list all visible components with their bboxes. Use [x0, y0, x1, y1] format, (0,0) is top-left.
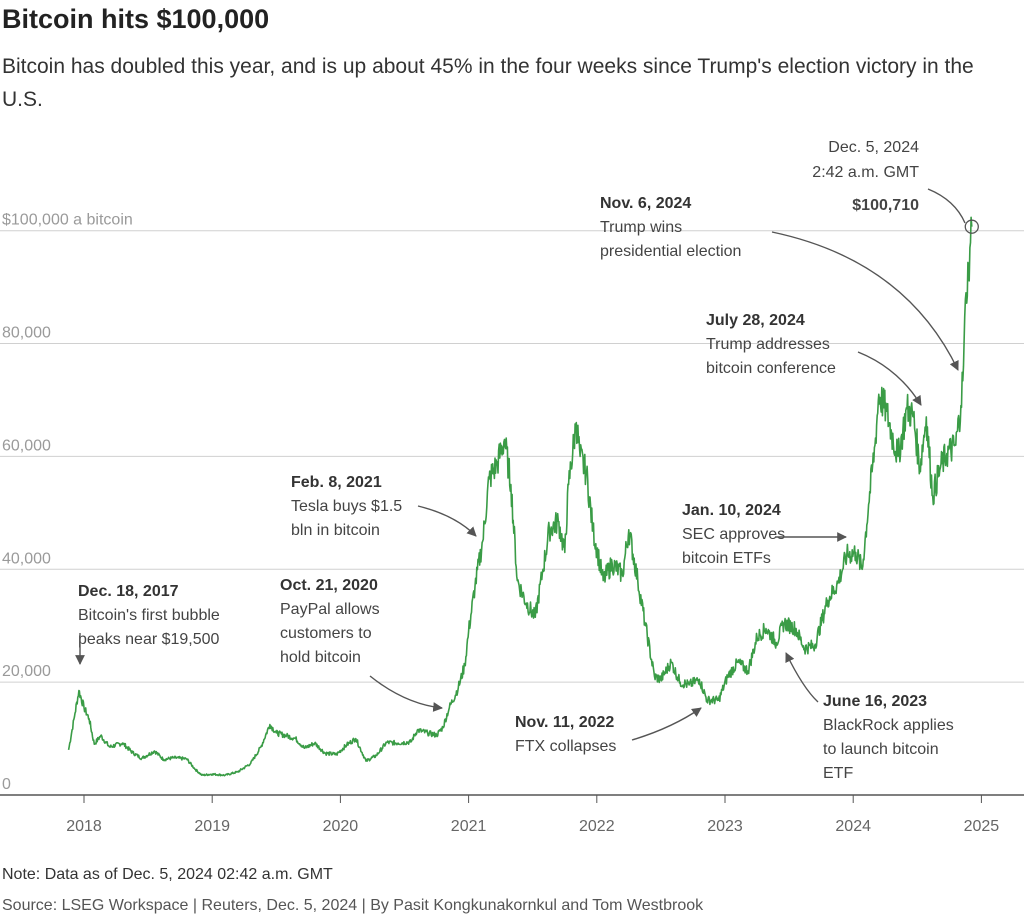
- annotation: June 16, 2023 BlackRock applies to launch …: [785, 652, 954, 782]
- annotation-date: Dec. 18, 2017: [78, 583, 179, 600]
- x-tick-label: 2024: [835, 818, 871, 835]
- annotation-text: Trump wins: [600, 219, 682, 236]
- annotation-text: bitcoin conference: [706, 360, 836, 377]
- annotation: Oct. 21, 2020 PayPal allows customers to ho…: [280, 577, 443, 712]
- x-tick-label: 2021: [451, 818, 487, 835]
- annotation: July 28, 2024 Trump addresses bitcoin conf…: [706, 312, 922, 406]
- source-credit: Source: LSEG Workspace | Reuters, Dec. 5…: [2, 897, 704, 914]
- annotation-text: hold bitcoin: [280, 649, 361, 666]
- annotation-arrow: [369, 675, 443, 712]
- annotation: Jan. 10, 2024 SEC approves bitcoin ETFs: [682, 502, 847, 567]
- y-tick-label: 0: [2, 776, 11, 793]
- annotation-date: Nov. 11, 2022: [515, 714, 614, 731]
- y-tick-label: $100,000 a bitcoin: [2, 212, 133, 229]
- annotation: Nov. 6, 2024 Trump wins presidential elect…: [600, 195, 959, 371]
- annotation-text: Tesla buys $1.5: [291, 498, 402, 515]
- chart-subtitle: Bitcoin has doubled this year, and is up…: [2, 55, 974, 111]
- annotation: Dec. 18, 2017 Bitcoin's first bubble peaks…: [75, 583, 220, 665]
- footnote: Note: Data as of Dec. 5, 2024 02:42 a.m.…: [2, 866, 333, 883]
- annotation-date: Jan. 10, 2024: [682, 502, 781, 519]
- annotation-date: June 16, 2023: [823, 693, 927, 710]
- annotation-text: Bitcoin's first bubble: [78, 607, 220, 624]
- x-tick-label: 2023: [707, 818, 743, 835]
- x-tick-label: 2022: [579, 818, 615, 835]
- annotation-arrow: [771, 231, 959, 371]
- gridlines: 0 20,000 40,000 60,000 80,000 $100,000 a bitc…: [0, 212, 1024, 793]
- latest-value-callout: Dec. 5, 2024 2:42 a.m. GMT $100,710: [812, 139, 966, 224]
- annotation-text: SEC approves: [682, 526, 785, 543]
- annotation: Nov. 11, 2022 FTX collapses: [515, 707, 702, 755]
- annotation-text: to launch bitcoin: [823, 741, 939, 758]
- bitcoin-line-chart: 0 20,000 40,000 60,000 80,000 $100,000 a bitc…: [0, 139, 1024, 835]
- annotation-text: bln in bitcoin: [291, 522, 380, 539]
- price-line: [67, 216, 973, 777]
- annotation-arrow: [631, 707, 702, 741]
- y-tick-label: 80,000: [2, 325, 51, 342]
- latest-time: 2:42 a.m. GMT: [812, 164, 919, 181]
- annotation-text: BlackRock applies: [823, 717, 954, 734]
- annotation-text: FTX collapses: [515, 738, 616, 755]
- annotation-arrow: [785, 652, 819, 703]
- annotation-text: peaks near $19,500: [78, 631, 220, 648]
- x-tick-label: 2018: [66, 818, 102, 835]
- annotation-date: Nov. 6, 2024: [600, 195, 691, 212]
- annotation-text: presidential election: [600, 243, 741, 260]
- annotation: Feb. 8, 2021 Tesla buys $1.5 bln in bitcoi…: [291, 474, 477, 539]
- annotation-date: July 28, 2024: [706, 312, 805, 329]
- latest-date: Dec. 5, 2024: [828, 139, 919, 156]
- x-tick-label: 2019: [194, 818, 230, 835]
- latest-arrow: [927, 188, 966, 224]
- annotation-arrow: [857, 351, 922, 406]
- y-tick-label: 60,000: [2, 437, 51, 454]
- annotation-arrow: [417, 505, 477, 537]
- x-axis: 2018 2019 2020 2021 2022 2023 2024 2025: [0, 794, 1024, 835]
- annotation-date: Feb. 8, 2021: [291, 474, 382, 491]
- annotation-text: bitcoin ETFs: [682, 550, 771, 567]
- annotation-text: Trump addresses: [706, 336, 830, 353]
- annotations: Dec. 18, 2017 Bitcoin's first bubble peaks…: [75, 139, 966, 782]
- x-tick-label: 2025: [964, 818, 1000, 835]
- annotation-date: Oct. 21, 2020: [280, 577, 378, 594]
- latest-value: $100,710: [852, 197, 919, 214]
- latest-point-marker: [964, 219, 979, 234]
- annotation-text: customers to: [280, 625, 372, 642]
- y-tick-label: 20,000: [2, 663, 51, 680]
- annotation-text: ETF: [823, 765, 853, 782]
- annotation-text: PayPal allows: [280, 601, 380, 618]
- y-tick-label: 40,000: [2, 550, 51, 567]
- price-series: [67, 216, 979, 777]
- x-tick-label: 2020: [323, 818, 359, 835]
- chart-title: Bitcoin hits $100,000: [2, 4, 270, 34]
